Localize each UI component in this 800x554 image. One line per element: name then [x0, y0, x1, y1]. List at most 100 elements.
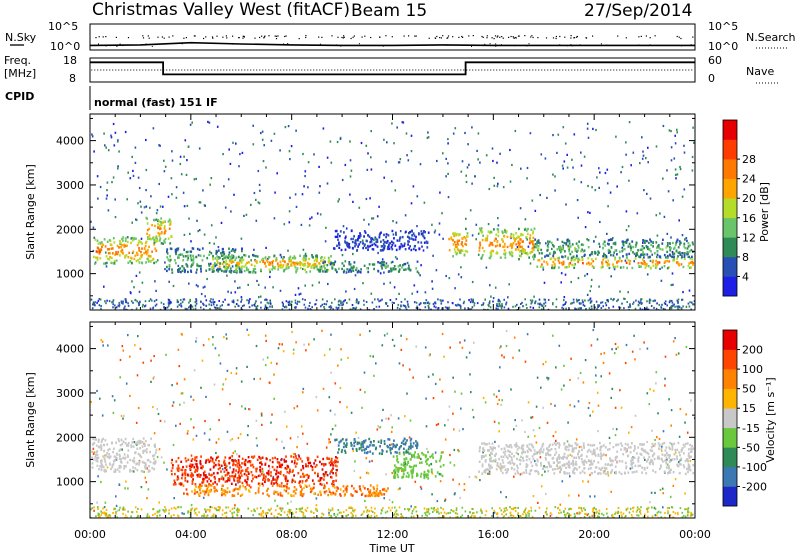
heat-cell [386, 239, 389, 243]
heat-cell [484, 239, 487, 242]
heat-cell [635, 252, 638, 256]
scatter-cell [497, 217, 499, 220]
heat-cell [502, 245, 504, 249]
scatter-cell [447, 418, 449, 421]
noise-cell [613, 298, 615, 301]
heat-cell [541, 263, 543, 266]
noise-cell [305, 510, 308, 512]
heat-cell [348, 261, 351, 264]
heat-cell [112, 262, 115, 265]
scatter-cell [546, 421, 549, 424]
noise-cell [320, 516, 323, 518]
heat-cell [373, 242, 376, 245]
scatter-cell [316, 409, 319, 412]
noise-cell [91, 507, 94, 510]
heat-cell [134, 467, 137, 470]
heat-cell [281, 266, 284, 269]
scatter-cell [610, 396, 612, 399]
scatter-cell [452, 376, 454, 379]
scatter-cell [235, 372, 238, 375]
heat-cell [552, 260, 555, 264]
heat-cell [184, 469, 186, 472]
scatter-cell [606, 182, 609, 185]
heat-cell [234, 464, 237, 467]
noise-cell [498, 302, 500, 305]
nsky-point [468, 35, 470, 37]
scatter-cell [183, 378, 186, 381]
heat-cell [117, 250, 120, 254]
heat-cell [646, 245, 648, 249]
heat-cell [673, 259, 676, 262]
heat-cell [529, 236, 531, 240]
heat-cell [691, 255, 693, 258]
heat-cell [424, 231, 426, 234]
heat-cell [257, 474, 260, 478]
scatter-cell [173, 497, 175, 500]
heat-cell [130, 444, 133, 447]
noise-cell [194, 508, 196, 510]
heat-cell [452, 239, 454, 242]
heat-cell [462, 244, 464, 248]
noise-cell [356, 299, 358, 302]
noise-cell [393, 302, 395, 304]
heat-cell [575, 242, 578, 245]
heat-cell [560, 250, 563, 253]
scatter-cell [463, 488, 466, 491]
scatter-cell [460, 266, 462, 269]
heat-cell [528, 242, 531, 245]
scatter-cell [311, 216, 313, 219]
noise-cell [112, 303, 114, 306]
heat-cell [480, 228, 482, 232]
scatter-cell [269, 275, 271, 279]
scatter-cell [527, 245, 530, 248]
scatter-cell [587, 480, 589, 483]
noise-cell [549, 512, 552, 515]
scatter-cell [598, 285, 600, 288]
heat-cell [214, 257, 217, 260]
scatter-cell [195, 337, 198, 340]
scatter-cell [612, 427, 614, 430]
heat-cell [172, 464, 174, 467]
y-tick-label: 1000 [56, 268, 84, 281]
heat-cell [395, 231, 397, 234]
scatter-cell [258, 296, 260, 299]
scatter-cell [171, 404, 174, 407]
heat-cell [535, 246, 538, 249]
scatter-cell [352, 200, 354, 203]
noise-cell [425, 299, 428, 302]
heat-cell [678, 251, 681, 254]
heat-cell [383, 244, 386, 248]
scatter-cell [255, 437, 258, 440]
noise-cell [647, 506, 649, 509]
heat-cell [512, 241, 515, 245]
scatter-cell [477, 132, 480, 135]
noise-cell [635, 299, 637, 302]
heat-cell [306, 456, 309, 460]
heat-cell [236, 265, 238, 268]
heat-cell [102, 437, 105, 441]
nsky-point [482, 36, 484, 38]
scatter-cell [649, 259, 652, 262]
heat-cell [675, 240, 678, 243]
scatter-cell [92, 226, 95, 229]
scatter-cell [328, 441, 330, 444]
scatter-cell [200, 386, 202, 389]
scatter-cell [212, 336, 214, 339]
heat-cell [98, 438, 100, 441]
heat-cell [559, 248, 561, 252]
noise-cell [612, 305, 615, 308]
heat-cell [381, 267, 383, 270]
scatter-cell [158, 448, 161, 451]
noise-cell [219, 305, 222, 308]
heat-cell [146, 217, 148, 220]
heat-cell [261, 482, 264, 485]
scatter-cell [459, 341, 461, 344]
noise-cell [573, 513, 576, 516]
heat-cell [578, 258, 581, 262]
heat-cell [632, 245, 634, 249]
scatter-cell [586, 293, 589, 296]
heat-cell [231, 254, 233, 257]
scatter-cell [136, 374, 139, 377]
scatter-cell [577, 216, 579, 219]
heat-cell [99, 241, 102, 244]
